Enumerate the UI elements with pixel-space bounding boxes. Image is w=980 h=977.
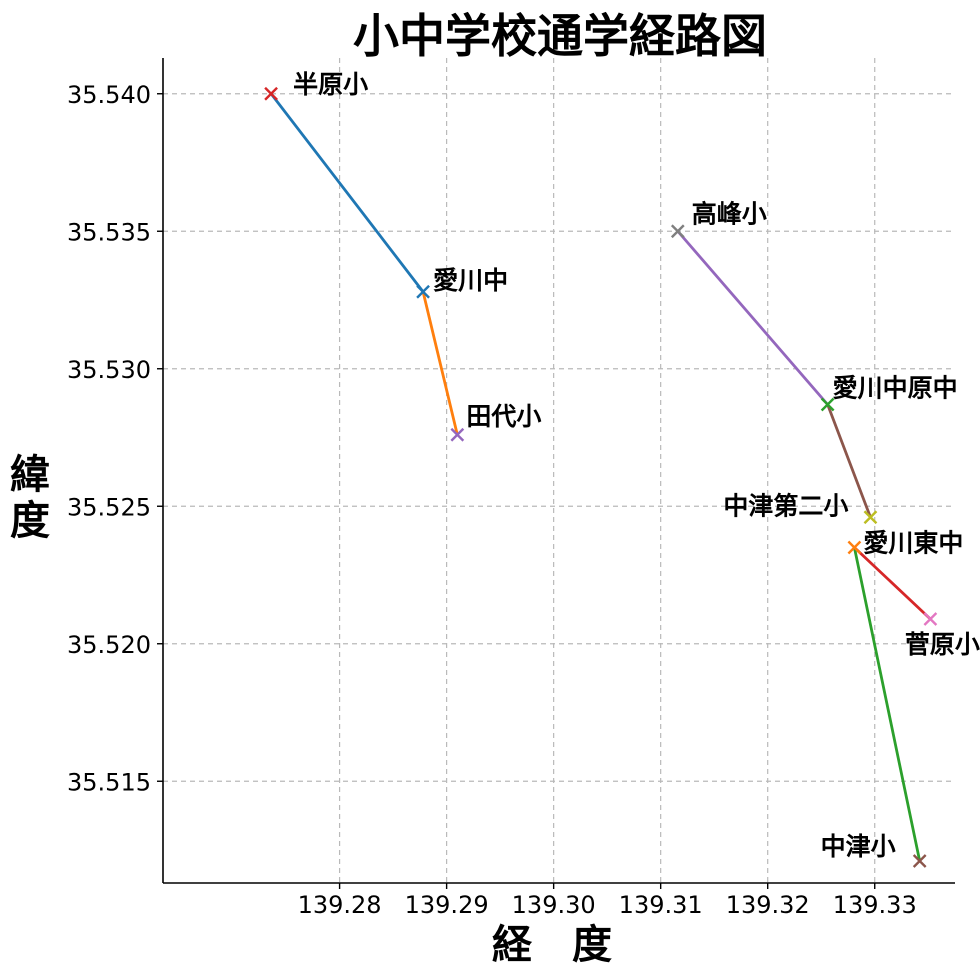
y-tick-label: 35.520	[67, 631, 151, 659]
axes: 139.28 139.29 139.30 139.31 139.32 139.33 35.5…	[67, 58, 955, 919]
x-tick-label: 139.31	[619, 891, 703, 919]
school-marker	[264, 86, 278, 101]
x-tick-label: 139.33	[833, 891, 917, 919]
school-marker-stroke	[912, 854, 927, 868]
chart-title: 小中学校通学経路図	[353, 9, 767, 63]
route-line-1	[421, 290, 459, 437]
route-line-4	[852, 546, 932, 621]
x-tick-label: 139.32	[726, 891, 810, 919]
y-tick-label: 35.530	[67, 356, 151, 384]
school-marker	[912, 854, 927, 868]
school-label: 中津第二小	[723, 491, 848, 520]
school-marker	[820, 397, 835, 412]
school-label: 中津小	[821, 832, 896, 861]
x-axis-label: 経 度	[492, 922, 612, 968]
school-label: 高峰小	[692, 199, 767, 228]
school-marker-stroke	[820, 397, 835, 412]
route-line-0	[269, 92, 425, 294]
y-tick-label: 35.535	[67, 218, 151, 246]
school-marker-stroke	[450, 427, 465, 442]
school-marker	[847, 540, 862, 555]
route-line-5	[852, 546, 922, 863]
school-label: 愛川東中	[863, 529, 963, 558]
school-marker	[863, 510, 878, 525]
school-label: 菅原小	[905, 630, 980, 659]
school-marker-stroke	[416, 284, 430, 299]
route-line-2	[676, 229, 830, 406]
school-marker	[923, 612, 938, 626]
school-label: 半原小	[293, 70, 368, 99]
y-axis-label: 緯度	[10, 452, 50, 544]
school-marker-stroke	[670, 224, 685, 239]
school-label: 田代小	[466, 402, 541, 431]
y-tick-label: 35.515	[67, 768, 151, 796]
school-marker	[416, 284, 430, 299]
y-tick-label: 35.540	[67, 81, 151, 109]
school-marker-stroke	[863, 510, 878, 525]
school-label: 愛川中	[433, 266, 508, 295]
route-lines	[269, 92, 932, 863]
x-tick-label: 139.29	[405, 891, 489, 919]
route-line-3	[826, 403, 872, 519]
y-tick-label: 35.525	[67, 493, 151, 521]
x-tick-label: 139.30	[512, 891, 596, 919]
school-marker	[670, 224, 685, 239]
school-markers	[264, 86, 938, 868]
school-label: 愛川中原中	[833, 374, 958, 403]
x-tick-label: 139.28	[298, 891, 382, 919]
school-marker-stroke	[923, 612, 938, 626]
school-marker-stroke	[847, 540, 862, 555]
school-marker-stroke	[264, 86, 278, 101]
grid	[163, 58, 955, 883]
school-marker	[450, 427, 465, 442]
